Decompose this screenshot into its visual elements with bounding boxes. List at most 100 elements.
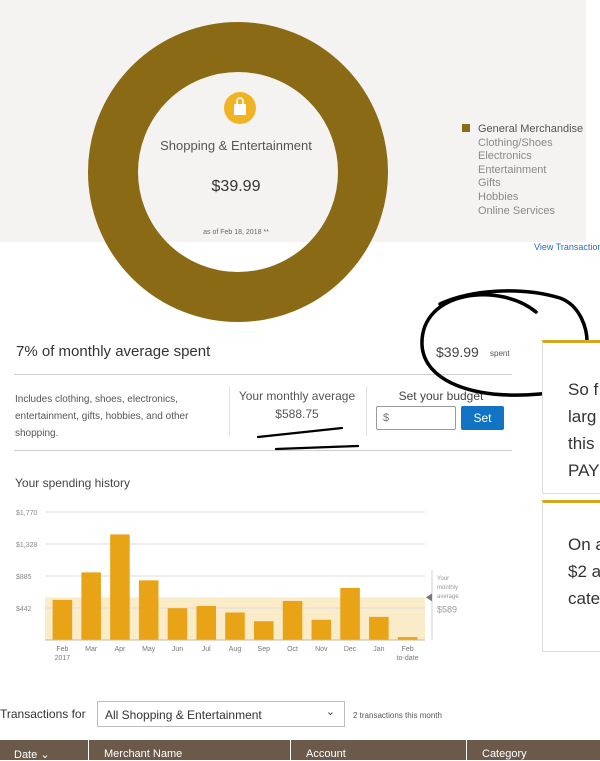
x-tick-label-part: Nov	[315, 646, 328, 653]
budget-label: Set your budget	[398, 389, 484, 403]
x-tick-label: Aug	[229, 646, 242, 653]
average-value: $589	[437, 604, 457, 614]
legend-item[interactable]: General Merchandise	[462, 123, 583, 137]
x-tick-label-part: Sep	[258, 646, 271, 653]
bar-9	[311, 619, 332, 640]
x-tick-label: Sep	[258, 646, 271, 653]
x-tick-label-part: Oct	[287, 646, 298, 653]
insight-card-text: On a	[568, 535, 600, 554]
transactions-table-header: Date ⌄ Merchant Name Account Category	[0, 740, 600, 761]
bar-4	[167, 608, 188, 640]
x-tick-label-part: Feb	[56, 646, 68, 653]
insight-card-text: cate	[568, 589, 600, 608]
shopping-bag-icon	[234, 97, 246, 115]
chevron-down-icon: ⌄	[40, 749, 50, 761]
x-tick-label: Feb to-date	[397, 646, 419, 662]
spent-label: spent	[490, 349, 510, 358]
x-tick-label-part: Jun	[172, 646, 183, 653]
category-legend: General Merchandise Clothing/Shoes Electro…	[462, 123, 583, 218]
x-tick-label: Jan	[373, 646, 384, 653]
insight-card-text: $2 a	[568, 562, 600, 581]
x-tick-label: Mar	[85, 646, 98, 653]
divider	[290, 740, 291, 760]
bar-1	[81, 572, 101, 640]
bar-3	[138, 580, 159, 640]
y-tick-label: $1,328	[16, 542, 38, 549]
set-budget-button[interactable]: Set	[461, 406, 504, 430]
bar-10	[340, 587, 360, 640]
legend-item-label: General Merchandise	[478, 123, 584, 135]
x-tick-label-part: Apr	[114, 646, 126, 653]
circle-scribble	[420, 289, 589, 397]
bar-11	[369, 616, 389, 640]
x-tick-label: Feb 2017	[55, 646, 71, 662]
bar-0	[52, 599, 73, 640]
category-select-value: All Shopping & Entertainment	[105, 708, 262, 722]
divider	[14, 374, 512, 375]
legend-item-label: Online Services	[478, 204, 556, 217]
percent-spent-label: 7% of monthly average spent	[16, 343, 211, 360]
bar-5	[196, 606, 217, 640]
transaction-count: 2 transactions this month	[353, 711, 442, 720]
x-tick-label: Jun	[172, 646, 183, 653]
average-marker-arrow	[426, 593, 432, 602]
insight-card-text: this	[568, 434, 595, 453]
spending-history-chart: $1,770 $1,328 $885 $442 Feb 2017 Mar Apr May Jun J…	[16, 510, 459, 662]
insight-card-text: larg	[568, 407, 597, 426]
divider	[88, 740, 89, 760]
x-tick-label: Jul	[202, 646, 211, 653]
chevron-down-icon: ⌄	[325, 706, 335, 718]
category-description: Includes clothing, shoes, electronics, e…	[15, 394, 189, 439]
monthly-average-label: Your monthly average	[238, 389, 356, 403]
x-tick-label-part: 2017	[55, 655, 71, 662]
x-tick-label-part: Jan	[373, 646, 384, 653]
column-header-account[interactable]: Account	[306, 748, 346, 760]
legend-item[interactable]: Electronics	[462, 150, 583, 164]
budget-input[interactable]	[376, 406, 456, 430]
legend-item-label: Hobbies	[478, 190, 519, 203]
column-header-category[interactable]: Category	[482, 748, 527, 760]
spent-amount: $39.99	[436, 344, 479, 360]
transactions-for-label: Transactions for	[0, 707, 86, 721]
divider	[466, 740, 467, 760]
y-tick-label: $442	[16, 606, 32, 613]
x-tick-label-part: Dec	[344, 646, 357, 653]
average-label-part: monthly	[437, 585, 458, 591]
x-tick-label-part: to-date	[397, 655, 419, 662]
bar-8	[282, 600, 303, 640]
x-tick-label-part: Mar	[85, 646, 98, 653]
column-header-merchant[interactable]: Merchant Name	[104, 748, 183, 760]
bar-2	[110, 534, 130, 640]
x-tick-label: May	[142, 646, 156, 653]
category-select[interactable]: All Shopping & Entertainment ⌄	[97, 701, 345, 727]
view-transactions-link[interactable]: View Transaction	[534, 242, 600, 252]
insight-card: So f larg this PAY	[542, 340, 600, 494]
average-label-part: average	[437, 594, 459, 600]
column-header-date[interactable]: Date ⌄	[14, 749, 50, 761]
x-tick-label-part: Jul	[202, 646, 211, 653]
y-tick-label: $885	[16, 574, 32, 581]
legend-item-label: Clothing/Shoes	[478, 136, 553, 149]
category-donut-chart	[88, 22, 388, 322]
monthly-average-value: $588.75	[275, 407, 319, 421]
legend-item-label: Gifts	[478, 177, 501, 190]
legend-item[interactable]: Clothing/Shoes	[462, 137, 583, 151]
category-amount: $39.99	[211, 178, 261, 195]
y-tick-label: $1,770	[16, 510, 38, 517]
insight-card: On a $2 a cate	[542, 500, 600, 652]
legend-item[interactable]: Online Services	[462, 205, 583, 219]
bar-6	[225, 612, 245, 640]
underline-scribble	[256, 426, 360, 451]
as-of-date: as of Feb 18, 2018 **	[203, 229, 269, 236]
legend-item[interactable]: Hobbies	[462, 191, 583, 205]
x-tick-label: Nov	[315, 646, 328, 653]
donut-ring	[88, 22, 388, 322]
x-tick-label: Dec	[344, 646, 357, 653]
bar-7	[253, 621, 274, 640]
handwritten-annotations	[256, 289, 589, 451]
insight-card-text: So f	[568, 380, 599, 399]
category-title: Shopping & Entertainment	[160, 138, 312, 153]
legend-item[interactable]: Gifts	[462, 177, 583, 191]
divider	[366, 386, 367, 436]
legend-item[interactable]: Entertainment	[462, 164, 583, 178]
